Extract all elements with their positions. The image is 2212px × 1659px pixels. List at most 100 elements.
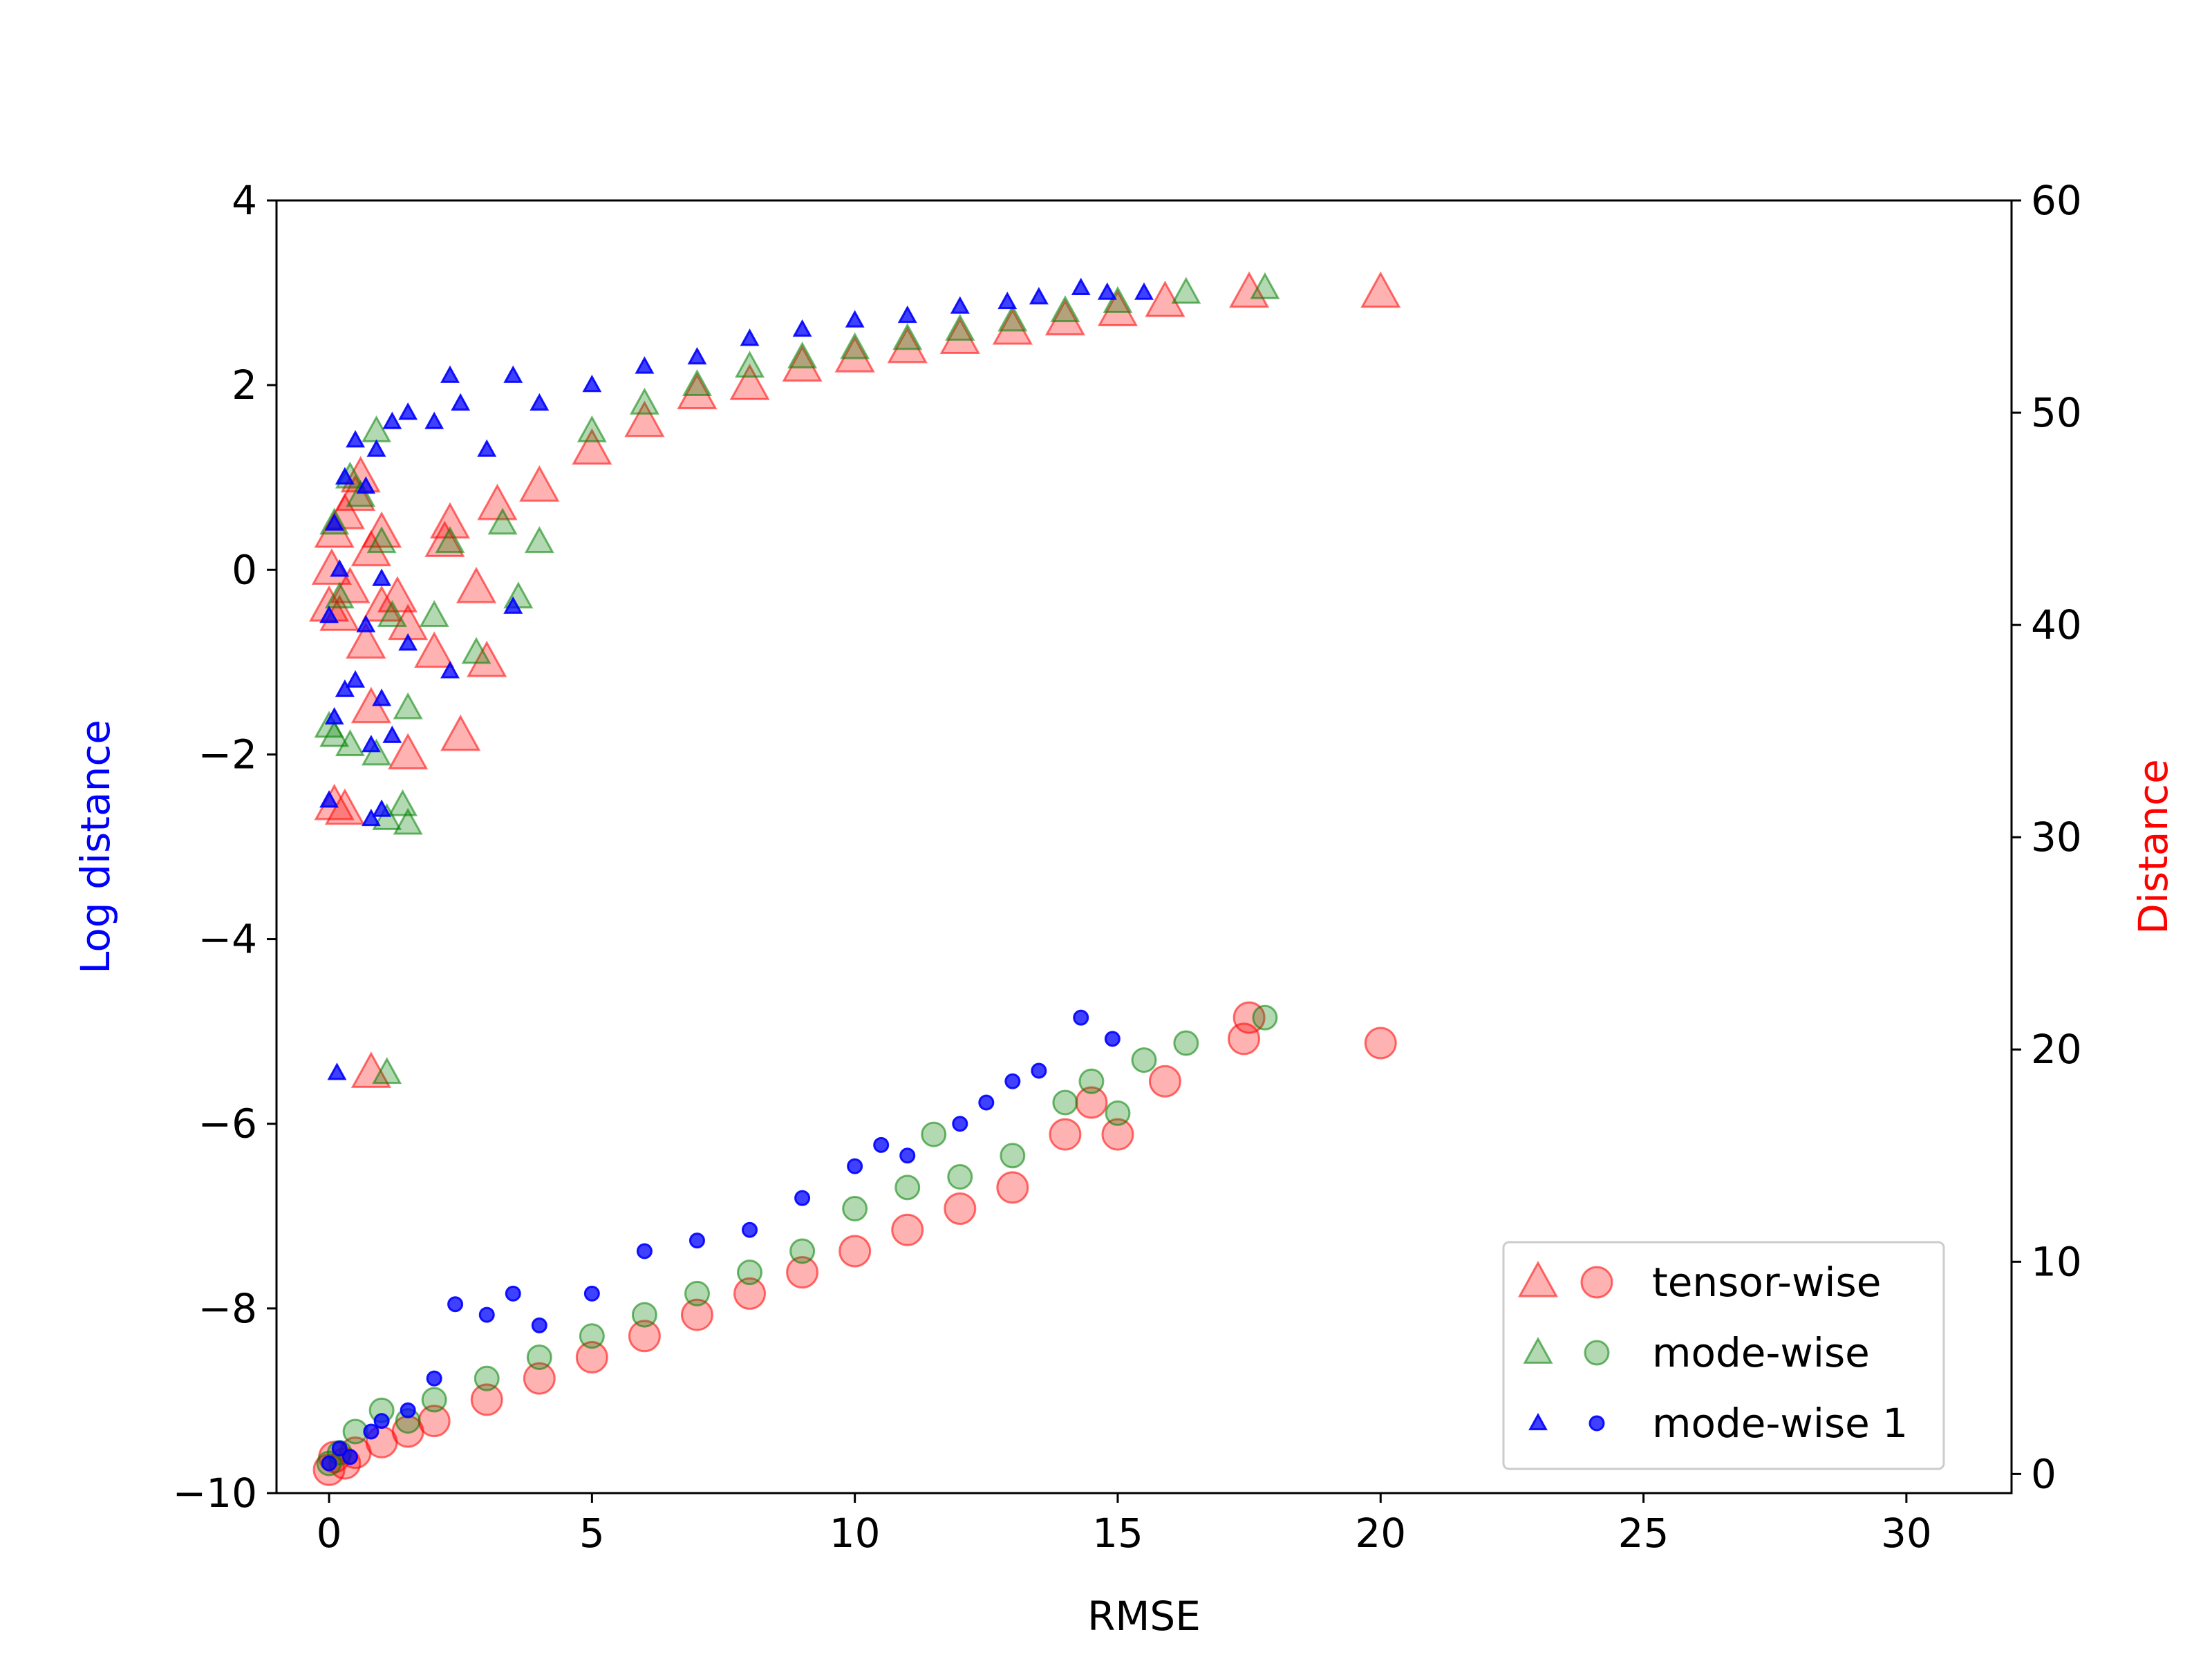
triangle-point [792, 319, 812, 337]
triangle-point [845, 310, 865, 328]
legend-label: tensor-wise [1652, 1259, 1881, 1306]
triangle-point [840, 332, 870, 359]
y-left-tick-label: −2 [198, 731, 258, 778]
triangle-point [1097, 282, 1117, 300]
triangle-point [477, 483, 518, 521]
series-2 [319, 277, 1154, 1472]
circle-point [842, 1196, 868, 1222]
triangle-point [782, 345, 823, 382]
y-right-tick-label: 60 [2031, 177, 2082, 224]
circle-point [1052, 1089, 1078, 1116]
circle-point [838, 1235, 872, 1268]
triangle-point [361, 738, 392, 766]
circle-point [575, 1340, 608, 1374]
circle-point [1004, 1073, 1021, 1089]
circle-point [891, 1213, 924, 1246]
triangle-point [451, 393, 471, 411]
circle-point [523, 1362, 556, 1395]
y-right-tick-label: 20 [2031, 1026, 2082, 1073]
triangle-point [393, 807, 423, 835]
series-1 [314, 272, 1280, 1477]
circle-point [733, 1277, 767, 1310]
y-right-tick-label: 50 [2031, 389, 2082, 436]
circle-point [583, 1285, 600, 1302]
circle-point [899, 1147, 916, 1164]
triangle-point [572, 428, 612, 465]
triangle-point [1171, 276, 1201, 304]
circle-point [794, 1190, 811, 1206]
legend-triangle-icon [1523, 1336, 1553, 1364]
triangle-point [897, 305, 917, 324]
triangle-point [366, 439, 386, 457]
circle-point [447, 1296, 464, 1313]
y-left-tick-label: 0 [232, 546, 257, 593]
y-right-tick-label: 40 [2031, 601, 2082, 648]
circle-point [579, 1323, 605, 1349]
triangle-point [372, 799, 392, 817]
triangle-point [324, 513, 344, 531]
triangle-point [366, 526, 397, 554]
data-marks [308, 271, 1401, 1486]
triangle-point [393, 692, 423, 720]
legend-entry: tensor-wise [1517, 1259, 1881, 1306]
circle-point [944, 1192, 977, 1226]
circle-point [1364, 1027, 1397, 1060]
circle-point [847, 1158, 863, 1174]
triangle-point [377, 599, 407, 627]
plot-frame [275, 199, 2013, 1494]
legend-entry: mode-wise [1523, 1329, 1870, 1376]
y-right-tick-label: 30 [2031, 814, 2082, 861]
triangle-point [382, 725, 402, 743]
circle-point [400, 1402, 416, 1418]
triangle-point [524, 526, 554, 554]
legend-label: mode-wise [1652, 1329, 1870, 1376]
circle-point [789, 1238, 816, 1264]
triangle-point [414, 631, 455, 668]
triangle-point [346, 670, 366, 688]
triangle-point [887, 326, 928, 364]
triangle-point [361, 808, 381, 827]
y-right-tick-label: 0 [2031, 1450, 2056, 1497]
triangle-point [424, 411, 444, 429]
triangle-point [892, 323, 923, 350]
circle-point [1105, 1100, 1131, 1126]
triangle-point [335, 729, 366, 756]
triangle-point [440, 661, 460, 679]
triangle-point [356, 615, 376, 632]
triangle-point [324, 706, 344, 725]
triangle-point [346, 622, 386, 659]
legend-triangle-icon [1528, 1412, 1548, 1431]
circle-point [628, 1320, 661, 1353]
triangle-point [477, 439, 497, 457]
circle-point [1228, 1022, 1261, 1056]
triangle-point [382, 411, 402, 429]
triangle-point [945, 313, 975, 341]
triangle-point [577, 415, 607, 442]
series-0 [308, 271, 1401, 1486]
triangle-point [735, 350, 765, 378]
circle-point [1252, 1004, 1278, 1031]
circle-point [1101, 1118, 1134, 1151]
circle-point [470, 1383, 503, 1416]
legend-box [1502, 1241, 1945, 1470]
triangle-point [503, 596, 523, 614]
circle-point [373, 1413, 390, 1430]
triangle-point [997, 291, 1018, 310]
triangle-point [624, 400, 665, 438]
triangle-point [335, 467, 355, 485]
circle-point [1078, 1068, 1105, 1094]
triangle-point [356, 476, 376, 494]
triangle-point [335, 679, 355, 697]
triangle-point [1097, 290, 1138, 326]
circle-point [478, 1306, 495, 1323]
y-left-tick-label: 2 [232, 362, 257, 409]
circle-point [1049, 1118, 1082, 1151]
circle-point [505, 1285, 521, 1302]
circle-point [331, 1441, 348, 1457]
triangle-point [950, 296, 970, 314]
legend-circle-icon [1580, 1266, 1613, 1299]
triangle-point [582, 375, 602, 393]
triangle-point [519, 465, 560, 502]
circle-point [1104, 1031, 1121, 1047]
